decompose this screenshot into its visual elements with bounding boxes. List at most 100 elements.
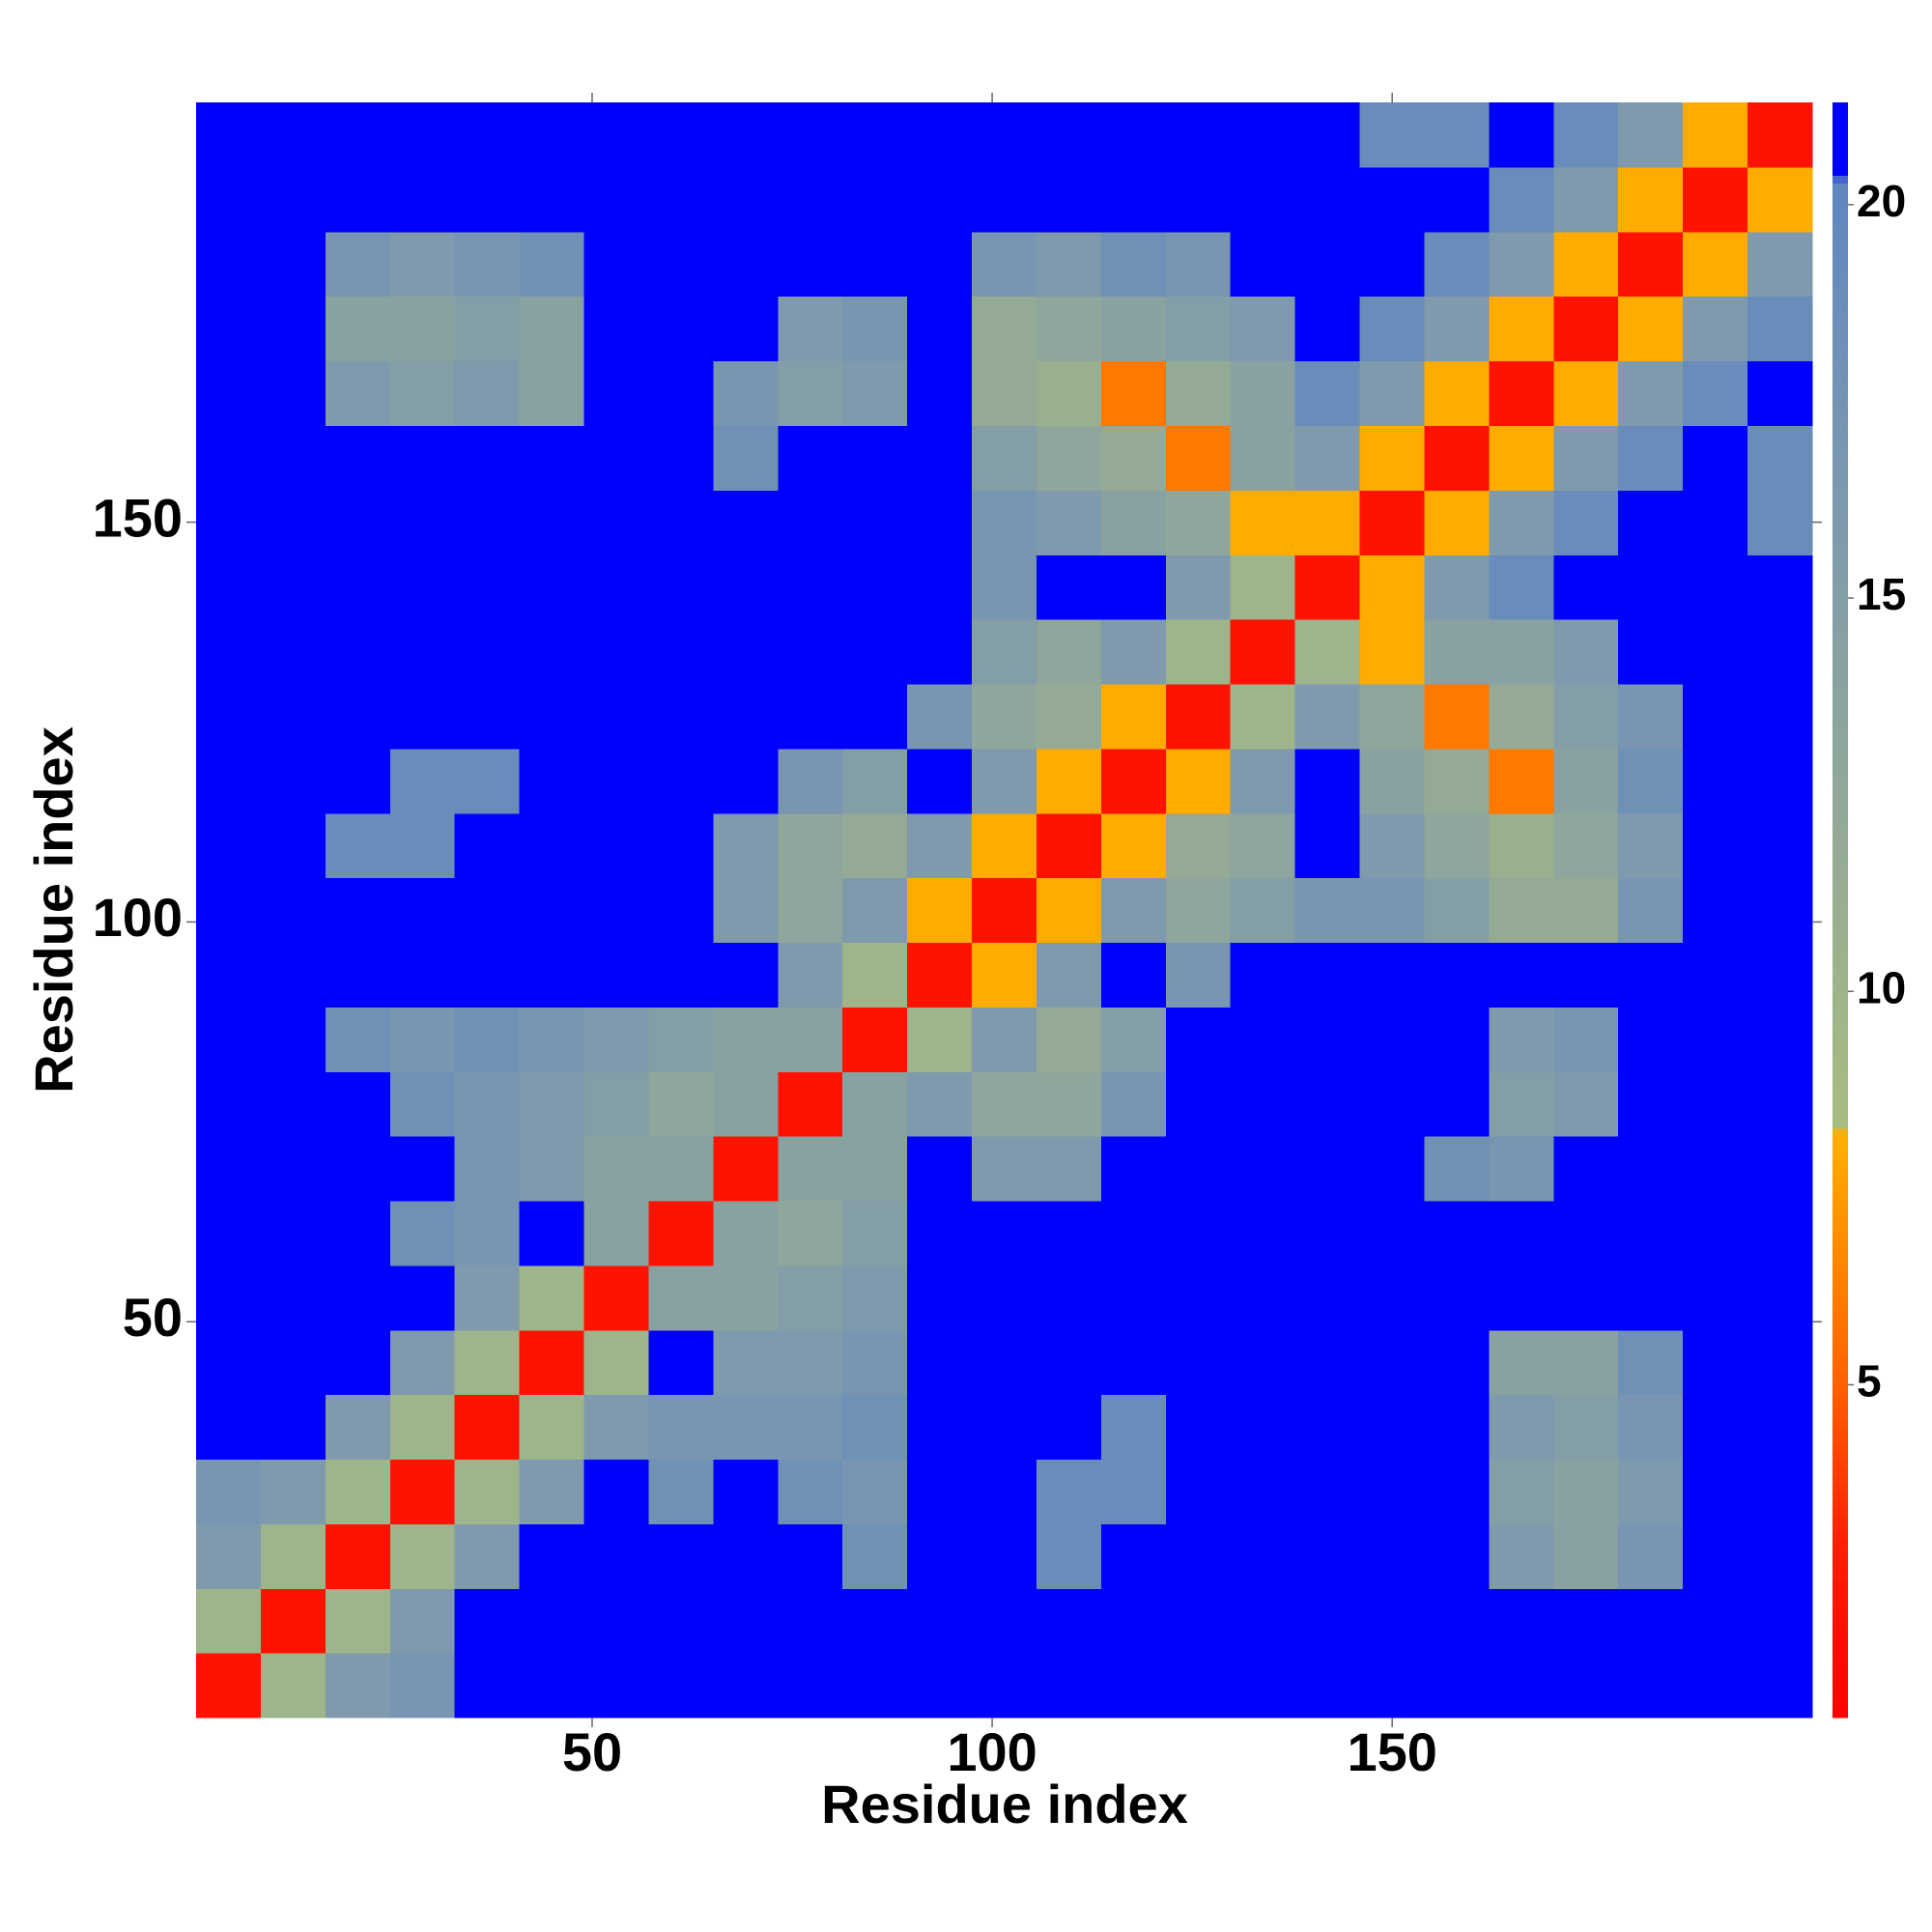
colorbar-segment <box>1833 651 1848 661</box>
colorbar-segment <box>1833 1483 1848 1492</box>
colorbar-segment <box>1833 360 1848 370</box>
heatmap-cell <box>713 748 779 814</box>
heatmap-cell <box>1424 1200 1490 1266</box>
colorbar-segment <box>1833 255 1848 265</box>
colorbar-segment <box>1833 1692 1848 1702</box>
colorbar-segment <box>1833 877 1848 887</box>
colorbar-segment <box>1833 1709 1848 1719</box>
heatmap-cell <box>1230 683 1296 750</box>
heatmap-cell <box>1683 1136 1748 1202</box>
heatmap-cell <box>1747 1200 1813 1266</box>
heatmap-cell <box>713 1136 779 1202</box>
colorbar-segment <box>1833 990 1848 1000</box>
heatmap-cell <box>907 1394 973 1461</box>
heatmap-cell <box>583 1329 650 1396</box>
colorbar-segment <box>1833 304 1848 313</box>
heatmap-cell <box>1294 1007 1361 1072</box>
heatmap-cell <box>842 425 908 491</box>
heatmap-cell <box>260 490 327 555</box>
heatmap-cell <box>648 1329 714 1396</box>
heatmap-cell <box>1424 554 1490 620</box>
colorbar-segment <box>1833 1540 1848 1549</box>
colorbar-segment <box>1833 1636 1848 1646</box>
heatmap-cell <box>1553 877 1619 944</box>
heatmap-cell <box>1100 683 1167 750</box>
heatmap-cell <box>1683 1394 1748 1461</box>
heatmap-cell <box>1100 554 1167 620</box>
colorbar-segment <box>1833 619 1848 628</box>
colorbar-segment <box>1833 288 1848 298</box>
heatmap-cell <box>907 1588 973 1654</box>
heatmap-cell <box>1618 360 1684 426</box>
heatmap-cell <box>1747 812 1813 879</box>
heatmap-cell <box>519 296 585 362</box>
heatmap-cell <box>1618 1653 1684 1719</box>
heatmap-cell <box>1747 1136 1813 1202</box>
colorbar-segment <box>1833 1596 1848 1605</box>
heatmap-cell <box>1553 619 1619 685</box>
heatmap-cell <box>1424 812 1490 879</box>
colorbar-segment <box>1833 1362 1848 1372</box>
heatmap-cell <box>1165 942 1232 1008</box>
heatmap-cell <box>196 231 262 298</box>
heatmap-cell <box>1747 1007 1813 1072</box>
heatmap-cell <box>1424 877 1490 944</box>
heatmap-cell <box>519 102 585 168</box>
heatmap-cell <box>1489 231 1554 298</box>
heatmap-cell <box>196 748 262 814</box>
heatmap-cell <box>972 231 1037 298</box>
colorbar-segment <box>1833 885 1848 895</box>
heatmap-cell <box>1100 296 1167 362</box>
heatmap-cell <box>1553 166 1619 233</box>
heatmap-cell <box>1294 877 1361 944</box>
colorbar-segment <box>1833 1353 1848 1363</box>
heatmap-cell <box>1359 619 1426 685</box>
heatmap-cell <box>389 360 456 426</box>
heatmap-cell <box>972 1523 1037 1589</box>
heatmap-cell <box>1683 166 1748 233</box>
heatmap-cell <box>1359 425 1426 491</box>
heatmap-cell <box>648 683 714 750</box>
colorbar-segment <box>1833 845 1848 855</box>
colorbar-tick-label: 5 <box>1857 1356 1882 1406</box>
colorbar-segment <box>1833 183 1848 192</box>
heatmap-cell <box>196 296 262 362</box>
colorbar-segment <box>1833 264 1848 273</box>
heatmap-cell <box>648 619 714 685</box>
heatmap-cell <box>454 1136 521 1202</box>
heatmap-cell <box>1036 812 1102 879</box>
colorbar-segment <box>1833 1314 1848 1322</box>
colorbar-segment <box>1833 894 1848 903</box>
heatmap-cell <box>842 360 908 426</box>
heatmap-cell <box>1489 102 1554 168</box>
colorbar-tick-label: 20 <box>1857 176 1906 226</box>
colorbar-segment <box>1833 392 1848 402</box>
heatmap-cell <box>648 1007 714 1072</box>
colorbar-segment <box>1833 998 1848 1008</box>
heatmap-cell <box>1553 1136 1619 1202</box>
heatmap-cell <box>1100 877 1167 944</box>
heatmap-cell <box>1553 1394 1619 1461</box>
heatmap-cell <box>1424 1264 1490 1331</box>
heatmap-cell <box>196 1523 262 1589</box>
colorbar-segment <box>1833 530 1848 540</box>
colorbar-segment <box>1833 368 1848 378</box>
heatmap-cell <box>1424 1653 1490 1719</box>
colorbar-segment <box>1833 1095 1848 1105</box>
heatmap-cell <box>1683 1007 1748 1072</box>
heatmap-cell <box>713 166 779 233</box>
heatmap-cell <box>389 1523 456 1589</box>
colorbar-segment <box>1833 692 1848 701</box>
colorbar-segment <box>1833 506 1848 515</box>
heatmap-cell <box>1489 360 1554 426</box>
colorbar-segment <box>1833 1192 1848 1202</box>
heatmap-cell <box>1747 1394 1813 1461</box>
colorbar-segment <box>1833 215 1848 224</box>
heatmap-cell <box>1618 1200 1684 1266</box>
heatmap-cell <box>1424 231 1490 298</box>
colorbar-segment <box>1833 1233 1848 1242</box>
heatmap-cell <box>325 296 391 362</box>
colorbar-segment <box>1833 579 1848 588</box>
heatmap-cell <box>196 360 262 426</box>
heatmap-cell <box>1553 425 1619 491</box>
